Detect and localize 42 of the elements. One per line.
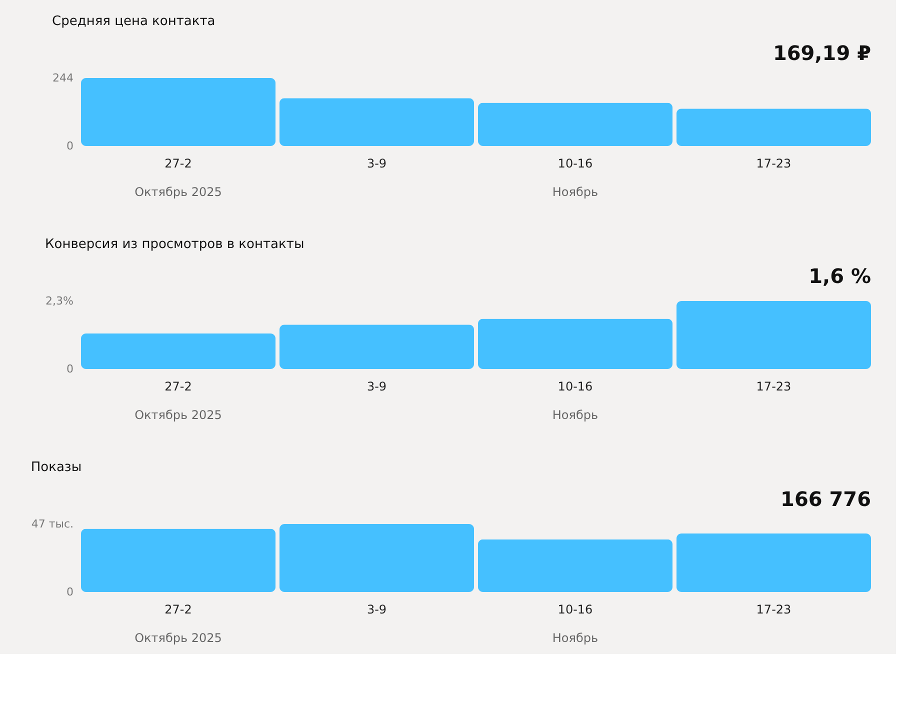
bar bbox=[81, 334, 276, 369]
x-tick-label: 10-16 bbox=[558, 602, 593, 616]
x-tick-label: 10-16 bbox=[558, 380, 593, 394]
text: Ноябрь bbox=[552, 185, 598, 199]
text: 169,19 ₽ bbox=[772, 41, 872, 65]
bar bbox=[676, 301, 871, 369]
bar bbox=[478, 539, 673, 592]
text: Октябрь 2025 bbox=[134, 408, 222, 422]
y-tick-label: 0 bbox=[66, 362, 74, 376]
x-tick-label: 17-23 bbox=[756, 380, 792, 394]
x-tick-label: 3-9 bbox=[366, 156, 387, 170]
chart-title: Конверсия из просмотров в контакты bbox=[45, 237, 304, 252]
x-tick-label: 27-2 bbox=[164, 156, 192, 170]
y-tick-label: 0 bbox=[66, 140, 74, 152]
text: Октябрь 2025 bbox=[134, 631, 222, 645]
bar bbox=[676, 108, 871, 146]
y-tick-label: 0 bbox=[66, 586, 74, 598]
bar bbox=[279, 98, 474, 146]
bar bbox=[81, 78, 276, 146]
y-tick-label: 244 bbox=[52, 72, 74, 84]
x-tick-label: 17-23 bbox=[756, 156, 792, 170]
x-tick-label: 27-2 bbox=[164, 380, 192, 394]
text: Октябрь 2025 bbox=[134, 185, 222, 199]
x-tick-label: 27-2 bbox=[164, 602, 192, 616]
x-tick-label: 3-9 bbox=[366, 380, 387, 394]
chart-title: Показы bbox=[30, 460, 82, 475]
x-tick-label: 10-16 bbox=[558, 156, 593, 170]
x-tick-label: 3-9 bbox=[366, 602, 387, 616]
text: Ноябрь bbox=[552, 631, 598, 645]
bar bbox=[279, 324, 474, 369]
y-tick-label: 2,3% bbox=[46, 294, 74, 308]
bar bbox=[478, 102, 673, 146]
text: 1,6 % bbox=[808, 264, 871, 288]
bar bbox=[676, 534, 871, 592]
text: Ноябрь bbox=[552, 408, 598, 422]
bar bbox=[478, 318, 673, 369]
y-tick-label: 47 тыс. bbox=[31, 518, 74, 530]
x-tick-label: 17-23 bbox=[756, 602, 792, 616]
bar bbox=[279, 524, 474, 592]
chart-title: Средняя цена контакта bbox=[52, 14, 216, 29]
text: 166 776 bbox=[780, 487, 871, 511]
bar bbox=[81, 528, 276, 592]
